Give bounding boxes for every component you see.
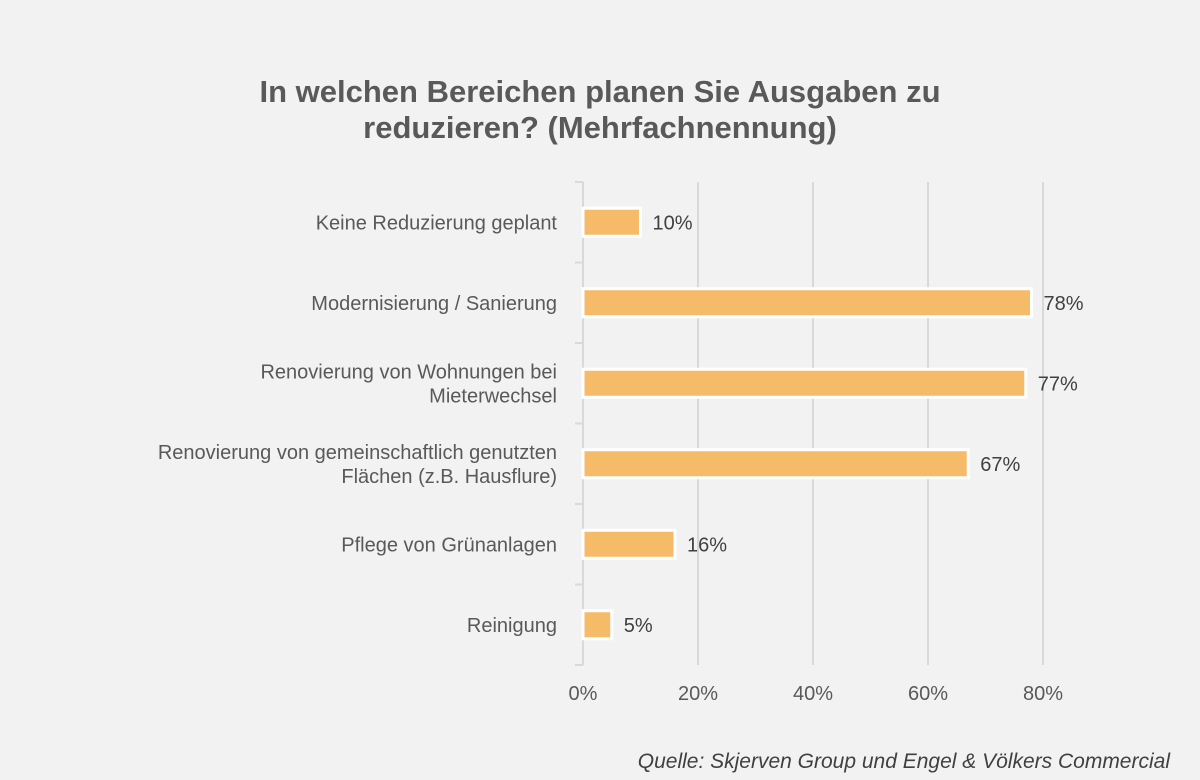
bar	[581, 287, 1033, 319]
data-label: 77%	[1038, 373, 1078, 395]
data-label: 5%	[624, 615, 653, 637]
chart-title-line-2: reduzieren? (Mehrfachnennung)	[363, 110, 837, 145]
data-label: 67%	[980, 454, 1020, 476]
bar	[581, 528, 677, 560]
bar	[581, 609, 614, 641]
x-tick-label: 40%	[793, 683, 833, 705]
bar	[581, 448, 970, 480]
category-label: Flächen (z.B. Hausflure)	[341, 466, 557, 488]
x-tick-label: 80%	[1023, 683, 1063, 705]
category-label: Renovierung von Wohnungen bei	[260, 361, 557, 383]
category-label: Modernisierung / Sanierung	[311, 293, 557, 315]
category-label: Reinigung	[467, 615, 557, 637]
chart-title-line-1: In welchen Bereichen planen Sie Ausgaben…	[259, 74, 941, 109]
category-label: Mieterwechsel	[429, 385, 557, 407]
data-label: 10%	[653, 212, 693, 234]
bar	[581, 367, 1028, 399]
x-tick-label: 60%	[908, 683, 948, 705]
source-note: Quelle: Skjerven Group und Engel & Völke…	[637, 750, 1170, 773]
bar	[581, 206, 642, 238]
x-tick-label: 0%	[569, 683, 598, 705]
category-label: Renovierung von gemeinschaftlich genutzt…	[158, 442, 557, 464]
data-label: 16%	[687, 534, 727, 556]
x-tick-label: 20%	[678, 683, 718, 705]
category-label: Pflege von Grünanlagen	[341, 534, 557, 556]
data-label: 78%	[1044, 293, 1084, 315]
category-label: Keine Reduzierung geplant	[316, 212, 558, 234]
chart-title: In welchen Bereichen planen Sie Ausgaben…	[0, 74, 1200, 146]
